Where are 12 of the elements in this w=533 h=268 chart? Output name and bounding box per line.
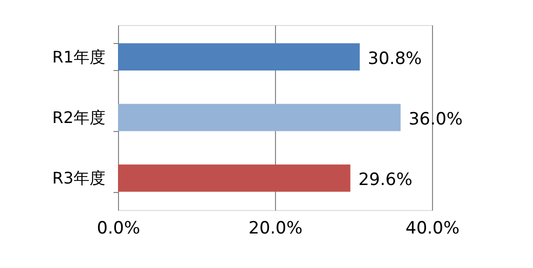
x-tick-label: 40.0% <box>405 218 460 238</box>
bar <box>118 164 350 192</box>
x-tick-label: 0.0% <box>96 218 140 238</box>
y-tick-label: R2年度 <box>52 108 106 127</box>
bar <box>118 104 401 132</box>
data-label: 29.6% <box>358 170 412 190</box>
x-tick-label: 20.0% <box>248 218 303 238</box>
bar <box>118 43 360 70</box>
y-tick-label: R3年度 <box>52 168 106 188</box>
data-label: 30.8% <box>368 48 422 69</box>
y-tick-label: R1年度 <box>52 47 106 66</box>
data-label: 36.0% <box>408 110 463 130</box>
